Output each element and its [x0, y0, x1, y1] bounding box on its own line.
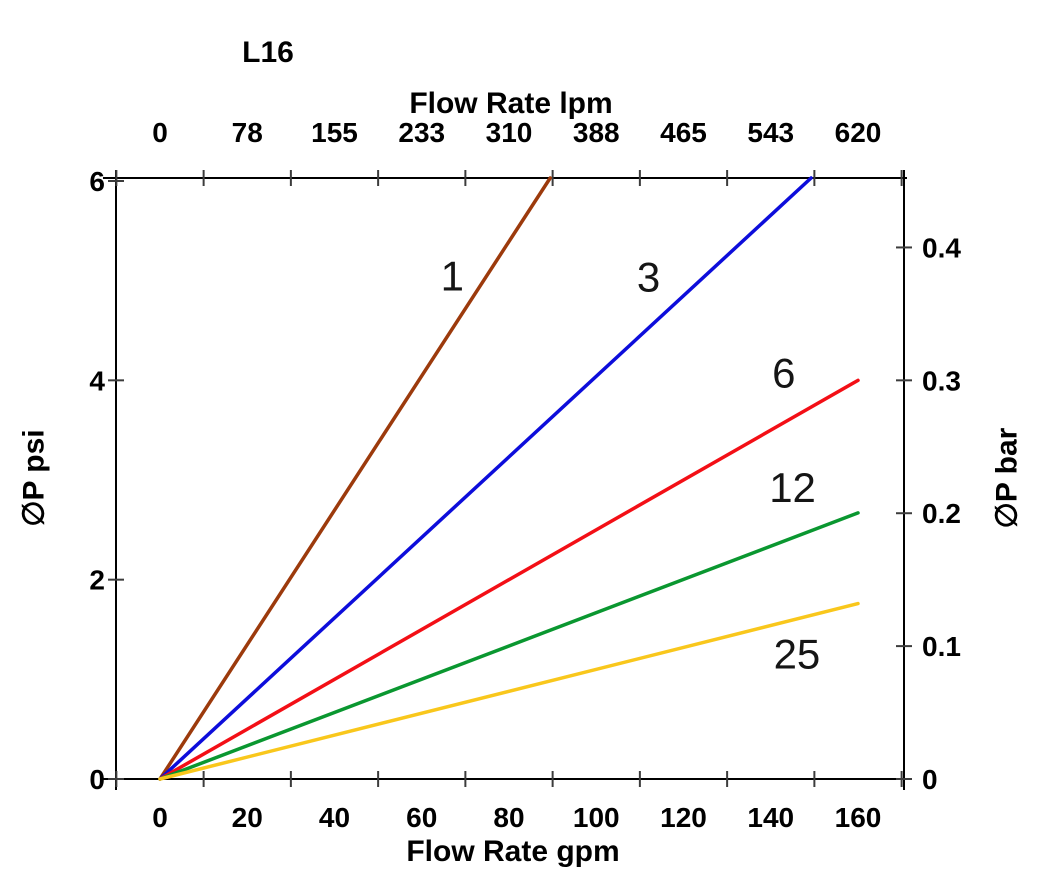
top-tick-label: 465	[660, 117, 707, 148]
left-tick-label: 0	[89, 764, 105, 795]
right-tick-label: 0.4	[922, 232, 961, 263]
series-line-3	[158, 176, 813, 781]
top-tick-label: 620	[835, 117, 882, 148]
series-label-6: 6	[772, 349, 795, 396]
bottom-tick-label: 80	[493, 802, 524, 833]
series-label-25: 25	[774, 630, 821, 677]
series-line-1	[158, 176, 552, 781]
left-tick-label: 4	[89, 365, 105, 396]
bottom-tick-label: 120	[660, 802, 707, 833]
left-tick-label: 2	[89, 565, 105, 596]
right-tick-label: 0.1	[922, 631, 961, 662]
bottom-tick-label: 140	[747, 802, 794, 833]
series-label-3: 3	[637, 254, 660, 301]
top-tick-label: 388	[573, 117, 620, 148]
top-tick-label: 155	[311, 117, 358, 148]
top-tick-label: 0	[152, 117, 168, 148]
right-tick-label: 0.2	[922, 498, 961, 529]
top-tick-label: 233	[398, 117, 445, 148]
series-line-12	[158, 511, 860, 781]
chart-title: L16	[242, 36, 294, 69]
bottom-axis-title: Flow Rate gpm	[406, 835, 620, 868]
bottom-tick-label: 20	[232, 802, 263, 833]
bottom-tick-label: 60	[406, 802, 437, 833]
series-label-1: 1	[441, 253, 464, 300]
left-tick-label: 6	[89, 166, 105, 197]
bottom-tick-label: 40	[319, 802, 350, 833]
series-line-6	[158, 378, 860, 781]
right-tick-label: 0.3	[922, 365, 961, 396]
top-tick-label: 78	[232, 117, 263, 148]
bottom-tick-label: 100	[573, 802, 620, 833]
top-tick-label: 310	[486, 117, 533, 148]
right-tick-label: 0	[922, 764, 938, 795]
bottom-tick-label: 160	[835, 802, 882, 833]
series-line-25	[158, 601, 860, 781]
top-tick-label: 543	[747, 117, 794, 148]
top-axis-title: Flow Rate lpm	[409, 87, 613, 120]
series-label-12: 12	[769, 464, 816, 511]
bottom-tick-label: 0	[152, 802, 168, 833]
